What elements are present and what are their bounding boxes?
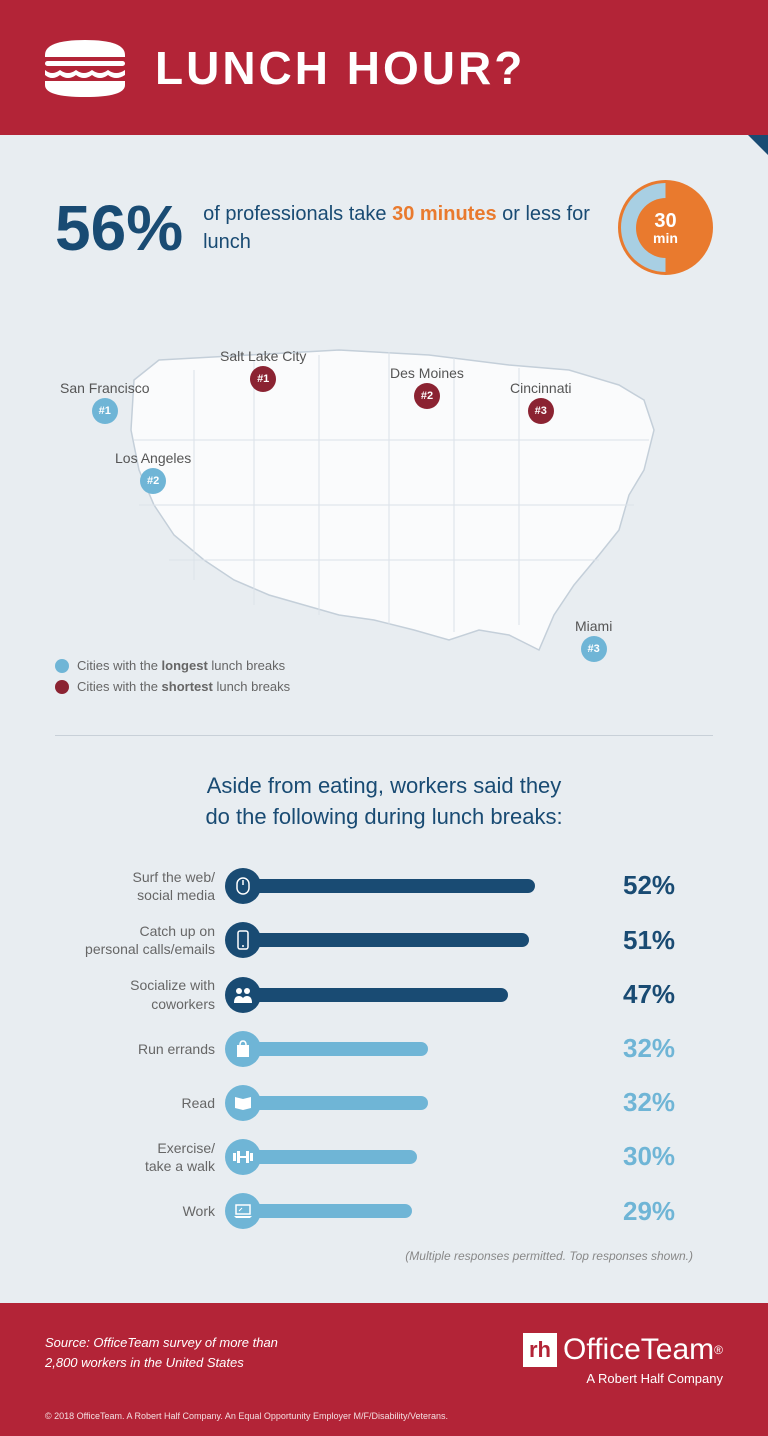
city-marker: Miami #3 bbox=[575, 618, 612, 662]
brand-logo: rh OfficeTeam® A Robert Half Company bbox=[523, 1333, 723, 1386]
city-name: San Francisco bbox=[60, 380, 149, 396]
legend-shortest: Cities with the shortest lunch breaks bbox=[55, 679, 290, 694]
bar-fill bbox=[257, 879, 535, 893]
logo-mark: rh bbox=[523, 1333, 557, 1367]
bar-track bbox=[257, 1096, 613, 1110]
bar-track bbox=[257, 1150, 613, 1164]
footer: Source: OfficeTeam survey of more than 2… bbox=[0, 1303, 768, 1436]
bar-track bbox=[257, 1042, 613, 1056]
logo-tagline: A Robert Half Company bbox=[523, 1371, 723, 1386]
clock-icon: 30 min bbox=[618, 180, 713, 275]
rank-badge: #1 bbox=[92, 398, 118, 424]
infographic: LUNCH HOUR? 56% of professionals take 30… bbox=[0, 0, 768, 1436]
page-title: LUNCH HOUR? bbox=[155, 41, 525, 95]
sandwich-icon bbox=[40, 35, 130, 100]
bar-fill bbox=[257, 1096, 428, 1110]
city-name: Cincinnati bbox=[510, 380, 571, 396]
rank-badge: #3 bbox=[528, 398, 554, 424]
bar-fill bbox=[257, 1204, 412, 1218]
bar-icon bbox=[225, 977, 261, 1013]
legend-longest: Cities with the longest lunch breaks bbox=[55, 658, 290, 673]
city-name: Des Moines bbox=[390, 365, 464, 381]
bar-value: 32% bbox=[623, 1087, 693, 1118]
bar-row: Work 29% bbox=[75, 1193, 693, 1229]
copyright: © 2018 OfficeTeam. A Robert Half Company… bbox=[45, 1411, 723, 1421]
chart-footnote: (Multiple responses permitted. Top respo… bbox=[55, 1249, 693, 1263]
bar-row: Catch up onpersonal calls/emails 51% bbox=[75, 922, 693, 958]
bar-chart: Surf the web/social media 52% Catch up o… bbox=[75, 868, 693, 1230]
bar-row: Run errands 32% bbox=[75, 1031, 693, 1067]
bar-icon bbox=[225, 868, 261, 904]
header: LUNCH HOUR? bbox=[0, 0, 768, 135]
bar-row: Exercise/take a walk 30% bbox=[75, 1139, 693, 1175]
city-marker: Salt Lake City #1 bbox=[220, 348, 306, 392]
us-map: San Francisco #1 Salt Lake City #1 Los Angel… bbox=[55, 310, 713, 710]
city-marker: Los Angeles #2 bbox=[115, 450, 191, 494]
bar-label: Read bbox=[75, 1094, 225, 1112]
bar-row: Read 32% bbox=[75, 1085, 693, 1121]
source-text: Source: OfficeTeam survey of more than 2… bbox=[45, 1333, 278, 1372]
bar-icon bbox=[225, 922, 261, 958]
bar-icon bbox=[225, 1085, 261, 1121]
bar-track bbox=[257, 988, 613, 1002]
city-name: Miami bbox=[575, 618, 612, 634]
map-legend: Cities with the longest lunch breaks Cit… bbox=[55, 658, 290, 700]
rank-badge: #2 bbox=[140, 468, 166, 494]
bar-fill bbox=[257, 1042, 428, 1056]
clock-label: 30 min bbox=[636, 198, 696, 258]
city-marker: Cincinnati #3 bbox=[510, 380, 571, 424]
stat-percent: 56% bbox=[55, 191, 183, 265]
bar-track bbox=[257, 879, 613, 893]
bar-value: 29% bbox=[623, 1196, 693, 1227]
bar-label: Surf the web/social media bbox=[75, 868, 225, 904]
legend-dot-blue bbox=[55, 659, 69, 673]
divider bbox=[55, 735, 713, 736]
bar-icon bbox=[225, 1139, 261, 1175]
city-marker: San Francisco #1 bbox=[60, 380, 149, 424]
rank-badge: #1 bbox=[250, 366, 276, 392]
bar-icon bbox=[225, 1193, 261, 1229]
legend-dot-red bbox=[55, 680, 69, 694]
bar-fill bbox=[257, 1150, 417, 1164]
chart-title: Aside from eating, workers said they do … bbox=[55, 771, 713, 833]
bar-icon bbox=[225, 1031, 261, 1067]
stat-text: of professionals take 30 minutes or less… bbox=[203, 200, 618, 256]
bar-row: Socialize withcoworkers 47% bbox=[75, 976, 693, 1012]
bar-fill bbox=[257, 933, 529, 947]
bar-track bbox=[257, 933, 613, 947]
bar-value: 30% bbox=[623, 1141, 693, 1172]
bar-value: 47% bbox=[623, 979, 693, 1010]
bar-label: Catch up onpersonal calls/emails bbox=[75, 922, 225, 958]
bar-value: 52% bbox=[623, 870, 693, 901]
bar-label: Run errands bbox=[75, 1040, 225, 1058]
bar-value: 32% bbox=[623, 1033, 693, 1064]
bar-fill bbox=[257, 988, 508, 1002]
bar-value: 51% bbox=[623, 925, 693, 956]
rank-badge: #2 bbox=[414, 383, 440, 409]
main-content: 56% of professionals take 30 minutes or … bbox=[0, 135, 768, 1303]
bar-label: Socialize withcoworkers bbox=[75, 976, 225, 1012]
city-marker: Des Moines #2 bbox=[390, 365, 464, 409]
headline-stat: 56% of professionals take 30 minutes or … bbox=[55, 180, 713, 275]
bar-track bbox=[257, 1204, 613, 1218]
bar-label: Work bbox=[75, 1202, 225, 1220]
bar-label: Exercise/take a walk bbox=[75, 1139, 225, 1175]
city-name: Salt Lake City bbox=[220, 348, 306, 364]
bar-row: Surf the web/social media 52% bbox=[75, 868, 693, 904]
rank-badge: #3 bbox=[581, 636, 607, 662]
city-name: Los Angeles bbox=[115, 450, 191, 466]
